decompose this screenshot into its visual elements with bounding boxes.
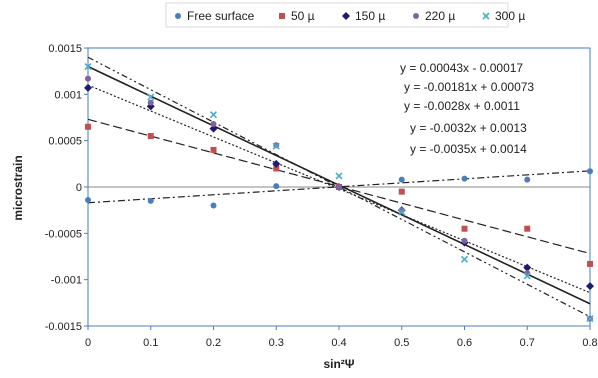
- y-tick-label: -0.0005: [45, 228, 82, 240]
- data-point: [398, 208, 406, 216]
- data-point: [209, 124, 218, 133]
- data-point: [272, 142, 280, 150]
- x-tick-label: 0.3: [269, 337, 284, 349]
- x-axis-label: sin²Ψ: [323, 357, 354, 371]
- legend-label: Free surface: [187, 9, 255, 23]
- data-point: [523, 272, 531, 280]
- data-point: [147, 197, 154, 204]
- x-tick-label: 0.6: [457, 337, 472, 349]
- trendline-equations: y = 0.00043x - 0.00017 y = -0.00181x + 0.…: [400, 61, 534, 156]
- x-tick-label: 0.8: [582, 337, 597, 349]
- x-tick-label: 0.4: [331, 337, 346, 349]
- data-point: [523, 263, 532, 272]
- trendline-equation: y = -0.0028x + 0.0011: [404, 99, 520, 113]
- data-point: [461, 237, 468, 244]
- data-point: [147, 133, 154, 140]
- y-tick-label: 0: [76, 182, 82, 194]
- data-points: [84, 62, 594, 323]
- data-point: [461, 175, 468, 182]
- y-tick-label: -0.001: [51, 275, 82, 287]
- trendline: [87, 118, 591, 255]
- data-point: [586, 282, 594, 291]
- y-axis-label: microstrain: [11, 155, 25, 220]
- y-tick-label: -0.0015: [45, 321, 82, 333]
- data-point: [273, 183, 280, 190]
- legend-marker: [342, 12, 350, 20]
- data-point: [84, 83, 92, 92]
- legend-label: 220 µ: [425, 9, 455, 23]
- data-point: [336, 184, 342, 190]
- data-point: [460, 255, 469, 263]
- data-point: [147, 99, 154, 106]
- data-point: [85, 123, 91, 130]
- data-point: [85, 75, 91, 82]
- x-tick-labels: 0 0.1 0.2 0.3 0.4 0.5 0.6 0.7 0.8: [85, 326, 598, 349]
- data-point: [335, 172, 343, 180]
- data-point: [398, 188, 405, 195]
- data-point: [85, 196, 91, 203]
- y-tick-labels: 0.0015 0.001 0.0005 0 -0.0005 -0.001 -0.0015: [45, 43, 88, 333]
- x-tick-label: 0.5: [394, 337, 409, 349]
- trendline-equation: y = -0.0032x + 0.0013: [410, 121, 527, 135]
- x-tick-label: 0.7: [520, 337, 535, 349]
- y-tick-label: 0.001: [54, 89, 82, 101]
- data-point: [398, 176, 405, 183]
- data-point: [272, 159, 281, 168]
- legend-label: 300 µ: [495, 9, 525, 23]
- series-4-points: [84, 62, 594, 323]
- trendline-equation: y = -0.0035x + 0.0014: [410, 142, 527, 156]
- data-point: [398, 207, 405, 214]
- legend-marker: [279, 13, 285, 19]
- legend: Free surface 50 µ 150 µ 220 µ 300 µ: [165, 2, 525, 28]
- data-point: [210, 202, 217, 209]
- legend-marker: [413, 13, 419, 19]
- x-tick-label: 0.1: [143, 337, 158, 349]
- legend-box: [165, 2, 509, 28]
- data-point: [587, 168, 593, 175]
- y-tick-label: 0.0005: [48, 136, 82, 148]
- data-point: [524, 176, 531, 183]
- x-tick-label: 0: [85, 337, 91, 349]
- data-point: [586, 315, 594, 323]
- data-point: [587, 260, 593, 267]
- legend-marker: [482, 12, 490, 20]
- data-point: [273, 165, 280, 172]
- data-point: [461, 225, 468, 232]
- data-point: [209, 111, 218, 119]
- y-tick-label: 0.0015: [48, 43, 82, 55]
- data-point: [84, 62, 92, 71]
- data-point: [147, 93, 155, 101]
- legend-label: 50 µ: [291, 9, 315, 23]
- trendline-equation: y = -0.00181x + 0.00073: [404, 80, 534, 94]
- legend-marker: [175, 13, 181, 19]
- data-point: [524, 225, 531, 232]
- x-tick-label: 0.2: [206, 337, 221, 349]
- legend-label: 150 µ: [355, 9, 385, 23]
- series-0-points: [85, 168, 593, 209]
- data-point: [210, 146, 217, 153]
- trendline-equation: y = 0.00043x - 0.00017: [400, 61, 523, 75]
- trendline: [87, 84, 591, 294]
- data-point: [210, 120, 217, 127]
- trendline: [87, 56, 591, 318]
